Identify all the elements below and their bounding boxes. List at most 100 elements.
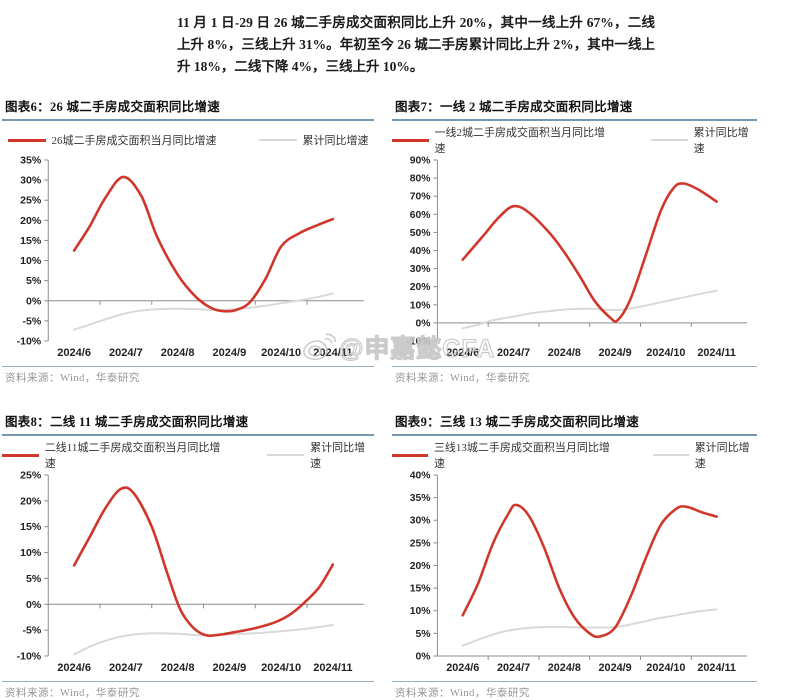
legend-label: 三线13城二手房成交面积当月同比增速 bbox=[433, 442, 610, 470]
legend-label: 累计同比增速 bbox=[310, 442, 366, 470]
svg-text:0%: 0% bbox=[26, 295, 42, 307]
line-chart-fig9: 40% 35% 30% 25% 20% 15% 10% 5% 0% 2024/6 2024/7 202… bbox=[410, 470, 748, 674]
svg-text:2024/8: 2024/8 bbox=[548, 347, 581, 359]
chart-panel-fig8: 图表8：二线 11 城二手房成交面积同比增速 二线11城二手房成交面积当月同比增… bbox=[2, 409, 374, 700]
legend-label: 二线11城二手房成交面积当月同比增速 bbox=[44, 442, 221, 470]
svg-text:10%: 10% bbox=[20, 255, 42, 267]
svg-text:0%: 0% bbox=[416, 651, 431, 662]
svg-text:25%: 25% bbox=[20, 470, 42, 482]
svg-text:2024/10: 2024/10 bbox=[646, 662, 685, 674]
svg-text:5%: 5% bbox=[26, 573, 42, 585]
svg-text:5%: 5% bbox=[26, 275, 42, 287]
svg-text:70%: 70% bbox=[410, 192, 431, 203]
chart-title-fig7: 图表7：一线 2 城二手房成交面积同比增速 bbox=[392, 94, 757, 121]
chart-title-fig8: 图表8：二线 11 城二手房成交面积同比增速 bbox=[2, 409, 374, 436]
svg-text:15%: 15% bbox=[410, 584, 431, 595]
chart-title-fig6: 图表6：26 城二手房成交面积同比增速 bbox=[2, 94, 374, 121]
source-divider bbox=[392, 366, 757, 367]
fig-title-text: 三线 13 城二手房成交面积同比增速 bbox=[439, 415, 640, 429]
svg-text:40%: 40% bbox=[410, 470, 431, 481]
legend-item-cumulative: 累计同比增速 bbox=[652, 439, 757, 471]
legend-item-monthly: 26城二手房成交面积当月同比增速 bbox=[7, 132, 217, 148]
red-line-swatch bbox=[2, 453, 39, 457]
svg-text:50%: 50% bbox=[410, 228, 431, 239]
chart-panel-fig6: 图表6：26 城二手房成交面积同比增速 26城二手房成交面积当月同比增速 累计同… bbox=[2, 94, 374, 385]
svg-text:-5%: -5% bbox=[22, 315, 41, 327]
svg-text:2024/9: 2024/9 bbox=[599, 347, 632, 359]
chart-legend: 三线13城二手房成交面积当月同比增速 累计同比增速 bbox=[392, 442, 757, 470]
svg-text:90%: 90% bbox=[410, 155, 431, 166]
legend-item-cumulative: 累计同比增速 bbox=[258, 132, 369, 148]
svg-text:2024/10: 2024/10 bbox=[261, 662, 301, 674]
line-chart-fig8: 25% 20% 15% 10% 5% 0% -5% -10% 2024/6 2024/7 2024/… bbox=[17, 470, 364, 674]
svg-text:80%: 80% bbox=[410, 174, 431, 185]
chart-legend: 一线2城二手房成交面积当月同比增速 累计同比增速 bbox=[392, 127, 757, 155]
svg-text:2024/8: 2024/8 bbox=[548, 662, 581, 674]
gray-line-swatch bbox=[651, 139, 688, 141]
source-divider bbox=[2, 681, 374, 682]
svg-text:2024/9: 2024/9 bbox=[212, 662, 246, 674]
line-chart-fig7: 90% 80% 70% 60% 50% 40% 30% 20% 10% 0% -10% 2024/6 2… bbox=[406, 155, 748, 359]
legend-item-cumulative: 累计同比增速 bbox=[267, 439, 374, 471]
source-divider bbox=[2, 366, 374, 367]
svg-text:2024/9: 2024/9 bbox=[212, 347, 246, 359]
legend-label: 一线2城二手房成交面积当月同比增速 bbox=[434, 127, 606, 155]
red-line-swatch bbox=[392, 453, 428, 457]
svg-text:10%: 10% bbox=[410, 300, 431, 311]
line-chart-fig6: 35% 30% 25% 20% 15% 10% 5% 0% -5% -10% 2024/6 2024/… bbox=[17, 155, 364, 359]
svg-text:25%: 25% bbox=[20, 195, 42, 207]
svg-text:2024/11: 2024/11 bbox=[697, 662, 736, 674]
svg-text:2024/10: 2024/10 bbox=[261, 347, 301, 359]
fig-label: 图表7： bbox=[395, 100, 440, 114]
svg-text:-10%: -10% bbox=[17, 651, 42, 663]
svg-text:25%: 25% bbox=[410, 538, 431, 549]
svg-text:10%: 10% bbox=[20, 547, 42, 559]
svg-text:2024/7: 2024/7 bbox=[109, 662, 143, 674]
svg-text:2024/6: 2024/6 bbox=[446, 347, 479, 359]
legend-label: 累计同比增速 bbox=[302, 135, 369, 147]
svg-text:2024/7: 2024/7 bbox=[109, 347, 143, 359]
source-divider bbox=[392, 681, 757, 682]
svg-text:2024/8: 2024/8 bbox=[161, 662, 195, 674]
intro-paragraph: 11 月 1 日-29 日 26 城二手房成交面积同比上升 20%，其中一线上升… bbox=[177, 15, 655, 74]
legend-item-monthly: 三线13城二手房成交面积当月同比增速 bbox=[392, 439, 611, 471]
chart-title-fig9: 图表9：三线 13 城二手房成交面积同比增速 bbox=[392, 409, 757, 436]
svg-text:-5%: -5% bbox=[22, 625, 41, 637]
fig-title-text: 26 城二手房成交面积同比增速 bbox=[49, 100, 221, 114]
svg-text:2024/11: 2024/11 bbox=[697, 347, 736, 359]
svg-text:20%: 20% bbox=[410, 282, 431, 293]
source-note: 资料来源：Wind，华泰研究 bbox=[395, 373, 530, 384]
legend-label: 26城二手房成交面积当月同比增速 bbox=[51, 135, 217, 147]
red-line-swatch bbox=[7, 138, 46, 142]
chart-panel-fig9: 图表9：三线 13 城二手房成交面积同比增速 三线13城二手房成交面积当月同比增… bbox=[392, 409, 757, 700]
chart-legend: 二线11城二手房成交面积当月同比增速 累计同比增速 bbox=[2, 442, 374, 470]
svg-text:2024/8: 2024/8 bbox=[161, 347, 195, 359]
svg-text:0%: 0% bbox=[26, 599, 42, 611]
svg-text:15%: 15% bbox=[20, 521, 42, 533]
svg-text:35%: 35% bbox=[20, 155, 42, 167]
legend-item-cumulative: 累计同比增速 bbox=[651, 124, 757, 156]
svg-text:2024/6: 2024/6 bbox=[446, 662, 479, 674]
chart-panel-fig7: 图表7：一线 2 城二手房成交面积同比增速 一线2城二手房成交面积当月同比增速 … bbox=[392, 94, 757, 385]
gray-line-swatch bbox=[267, 454, 305, 456]
svg-text:30%: 30% bbox=[20, 175, 42, 187]
svg-text:20%: 20% bbox=[20, 495, 42, 507]
fig-label: 图表8： bbox=[5, 415, 50, 429]
svg-text:2024/6: 2024/6 bbox=[57, 662, 91, 674]
gray-line-swatch bbox=[652, 454, 689, 456]
legend-item-monthly: 一线2城二手房成交面积当月同比增速 bbox=[392, 124, 609, 156]
svg-text:15%: 15% bbox=[20, 235, 42, 247]
svg-text:-10%: -10% bbox=[17, 336, 42, 348]
legend-label: 累计同比增速 bbox=[693, 127, 749, 155]
svg-text:2024/6: 2024/6 bbox=[57, 347, 91, 359]
svg-text:0%: 0% bbox=[416, 318, 431, 329]
svg-text:2024/7: 2024/7 bbox=[497, 662, 530, 674]
svg-text:20%: 20% bbox=[410, 561, 431, 572]
svg-text:-10%: -10% bbox=[406, 336, 430, 347]
red-line-swatch bbox=[392, 138, 429, 142]
svg-text:35%: 35% bbox=[410, 493, 431, 504]
fig-label: 图表9： bbox=[395, 415, 440, 429]
chart-legend: 26城二手房成交面积当月同比增速 累计同比增速 bbox=[2, 131, 374, 149]
svg-text:30%: 30% bbox=[410, 516, 431, 527]
legend-label: 累计同比增速 bbox=[694, 442, 750, 470]
